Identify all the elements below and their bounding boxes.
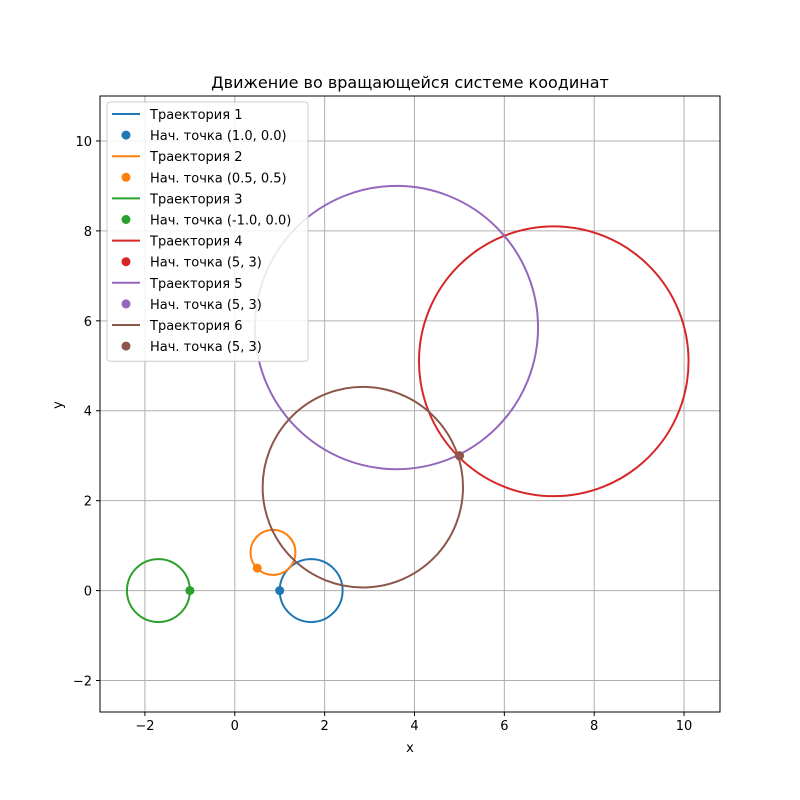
legend-entry-start-point: Нач. точка (1.0, 0.0): [150, 129, 287, 144]
chart-title: Движение во вращающейся системе коодинат: [211, 73, 609, 92]
legend-entry-trajectory: Траектория 5: [149, 277, 242, 292]
legend-entry-start-point: Нач. точка (-1.0, 0.0): [150, 214, 291, 229]
legend-entry-trajectory: Траектория 1: [149, 108, 242, 123]
legend-entry-trajectory: Траектория 6: [149, 319, 242, 334]
start-point-3: [185, 586, 195, 596]
x-tick-label: 8: [590, 719, 598, 734]
start-point-1: [275, 586, 285, 596]
y-tick-label: 4: [84, 405, 92, 420]
legend-entry-start-point: Нач. точка (5, 3): [150, 340, 262, 355]
y-tick-label: 6: [84, 315, 92, 330]
legend-entry-start-point: Нач. точка (0.5, 0.5): [150, 171, 287, 186]
legend-box: [106, 101, 309, 362]
legend: Траектория 1 Нач. точка (1.0, 0.0) Траекто…: [106, 101, 309, 362]
start-point-2: [252, 563, 262, 573]
legend-entry-trajectory: Траектория 3: [149, 192, 242, 207]
start-point-6: [454, 451, 464, 461]
y-axis-label: y: [51, 401, 66, 409]
y-tick-label: 10: [75, 135, 92, 150]
y-tick-label: 2: [84, 495, 92, 510]
grid: [100, 96, 720, 712]
legend-entry-start-point: Нач. точка (5, 3): [150, 256, 262, 271]
y-tick-label: 0: [84, 585, 92, 600]
legend-marker-swatch: [121, 299, 131, 309]
x-axis-label: x: [406, 741, 414, 756]
x-tick-label: 10: [676, 719, 693, 734]
trajectory-6-line: [261, 385, 465, 589]
trajectory-4-line: [417, 225, 690, 498]
y-tick-label: −2: [73, 675, 92, 690]
legend-entry-trajectory: Траектория 4: [149, 235, 242, 250]
axis-ticks: −2 0 2 4 6 8 10 −2 0 2 4 6 8 10: [73, 135, 693, 734]
legend-entry-start-point: Нач. точка (5, 3): [150, 298, 262, 313]
legend-marker-swatch: [121, 257, 131, 267]
plot-area: [125, 184, 690, 624]
y-tick-label: 8: [84, 225, 92, 240]
axes-frame: [99, 95, 721, 713]
legend-marker-swatch: [121, 130, 131, 140]
legend-marker-swatch: [121, 341, 131, 351]
legend-marker-swatch: [121, 172, 131, 182]
x-tick-label: 4: [410, 719, 418, 734]
x-tick-label: 0: [231, 719, 239, 734]
x-tick-label: −2: [135, 719, 154, 734]
legend-entry-trajectory: Траектория 2: [149, 150, 242, 165]
x-tick-label: 6: [500, 719, 508, 734]
x-tick-label: 2: [320, 719, 328, 734]
legend-marker-swatch: [121, 215, 131, 224]
